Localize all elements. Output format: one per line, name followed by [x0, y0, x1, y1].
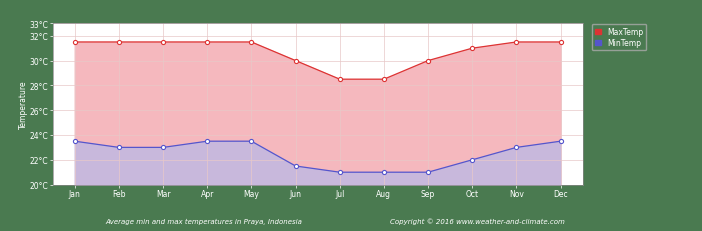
Text: Copyright © 2016 www.weather-and-climate.com: Copyright © 2016 www.weather-and-climate…: [390, 217, 565, 224]
Legend: MaxTemp, MinTemp: MaxTemp, MinTemp: [592, 25, 647, 51]
Text: Average min and max temperatures in Praya, Indonesia: Average min and max temperatures in Pray…: [105, 218, 302, 224]
Y-axis label: Temperature: Temperature: [19, 80, 28, 129]
